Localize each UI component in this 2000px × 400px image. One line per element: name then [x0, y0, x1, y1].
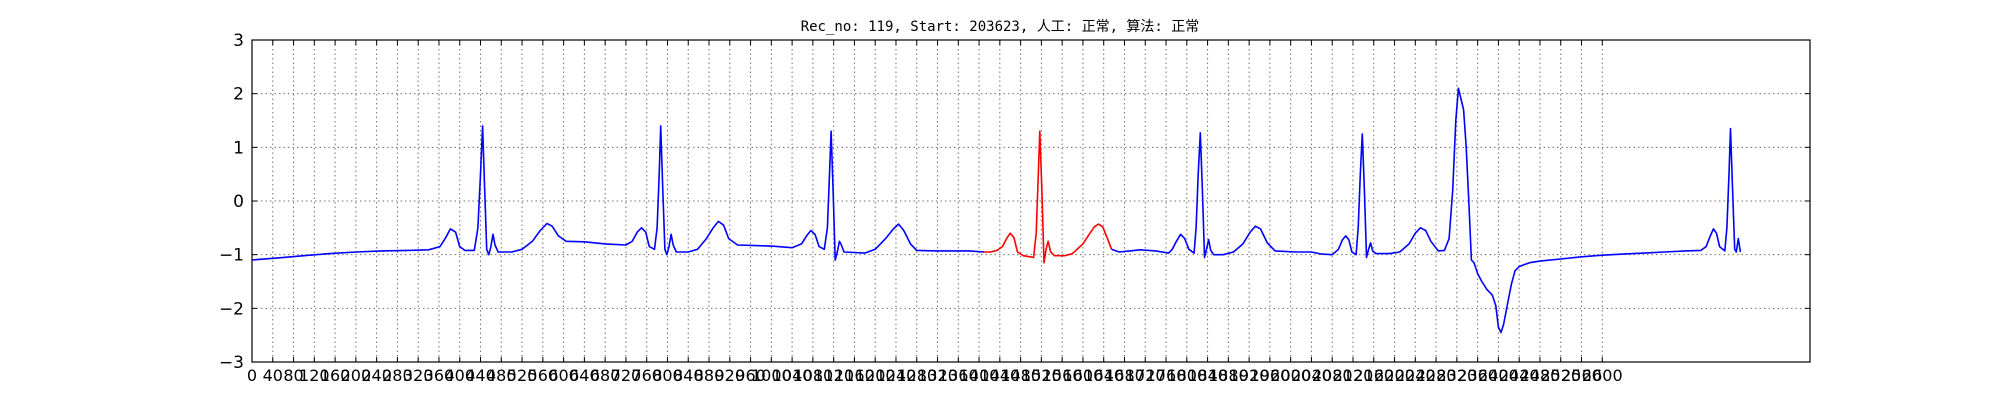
- x-tick-label: 560: [528, 366, 559, 385]
- x-tick-label: 1680: [1104, 366, 1145, 385]
- x-tick-label: 1000: [751, 366, 792, 385]
- x-tick-label: 1880: [1208, 366, 1249, 385]
- x-tick-label: 1360: [938, 366, 979, 385]
- x-tick-label: 280: [382, 366, 413, 385]
- x-tick-label: 2080: [1312, 366, 1353, 385]
- x-tick-label: 2400: [1478, 366, 1519, 385]
- x-tick-label: 640: [569, 366, 600, 385]
- x-tick-label: 1080: [793, 366, 834, 385]
- x-tick-label: 1640: [1083, 366, 1124, 385]
- y-tick-label: 1: [233, 138, 244, 158]
- grid-lines: [252, 40, 1810, 362]
- x-tick-label: 1400: [959, 366, 1000, 385]
- series-line-3: [1111, 87, 1742, 334]
- y-tick-label: 2: [233, 85, 244, 105]
- x-tick-label: 2040: [1291, 366, 1332, 385]
- x-tick-label: 2160: [1353, 366, 1394, 385]
- x-tick-label: 800: [652, 366, 683, 385]
- x-tick-label: 320: [403, 366, 434, 385]
- x-tick-label: 760: [631, 366, 662, 385]
- x-tick-label: 440: [465, 366, 496, 385]
- y-tick-label: 0: [233, 192, 244, 212]
- x-tick-label: 40: [263, 366, 283, 385]
- signal-series: [251, 87, 1742, 334]
- x-tick-label: 1920: [1229, 366, 1270, 385]
- x-tick-label: 2200: [1374, 366, 1415, 385]
- x-tick-label: 400: [444, 366, 475, 385]
- x-tick-label: 360: [424, 366, 455, 385]
- x-tick-label: 680: [590, 366, 621, 385]
- x-tick-label: 1840: [1187, 366, 1228, 385]
- y-tick-label: −1: [219, 246, 244, 266]
- y-tick-label: 3: [233, 31, 244, 51]
- x-tick-label: 840: [673, 366, 704, 385]
- x-tick-label: 520: [507, 366, 538, 385]
- x-tick-label: 200: [341, 366, 372, 385]
- x-tick-label: 920: [715, 366, 746, 385]
- x-tick-label: 2320: [1436, 366, 1477, 385]
- y-axis-ticks: 3 2 1 0 −1 −2 −3: [219, 31, 1810, 373]
- x-tick-label: 960: [735, 366, 766, 385]
- x-tick-label: 1760: [1146, 366, 1187, 385]
- x-tick-label: 1320: [917, 366, 958, 385]
- x-tick-label: 480: [486, 366, 517, 385]
- y-tick-label: −3: [219, 353, 244, 373]
- series-line-1: [251, 125, 985, 261]
- x-tick-label: 2000: [1270, 366, 1311, 385]
- x-tick-label: 1560: [1042, 366, 1083, 385]
- x-tick-label: 120: [299, 366, 330, 385]
- x-tick-label: 2480: [1520, 366, 1561, 385]
- x-tick-label: 2560: [1561, 366, 1602, 385]
- x-tick-label: 0: [247, 366, 257, 385]
- x-tick-label: 2520: [1540, 366, 1581, 385]
- x-tick-label: 600: [548, 366, 579, 385]
- x-tick-label: 1960: [1250, 366, 1291, 385]
- x-tick-label: 1200: [855, 366, 896, 385]
- x-tick-label: 1280: [896, 366, 937, 385]
- x-tick-label: 2240: [1395, 366, 1436, 385]
- x-tick-label: 1040: [772, 366, 813, 385]
- x-tick-label: 720: [611, 366, 642, 385]
- x-axis-ticks: 0 40 8012016020024028032036040044048052056…: [247, 40, 1623, 385]
- x-tick-label: 1480: [1000, 366, 1041, 385]
- plot-frame: [251, 39, 1811, 363]
- series-line-2: [984, 130, 1113, 264]
- chart-title: Rec_no: 119, Start: 203623, 人工: 正常, 算法: …: [801, 19, 1200, 35]
- x-tick-label: 240: [361, 366, 392, 385]
- x-tick-label: 1520: [1021, 366, 1062, 385]
- x-tick-label: 880: [694, 366, 725, 385]
- x-tick-label: 2600: [1582, 366, 1623, 385]
- x-tick-label: 1800: [1166, 366, 1207, 385]
- x-tick-label: 1600: [1063, 366, 1104, 385]
- y-tick-label: −2: [219, 299, 244, 319]
- x-tick-label: 1440: [979, 366, 1020, 385]
- x-tick-label: 2280: [1416, 366, 1457, 385]
- x-tick-label: 2360: [1457, 366, 1498, 385]
- x-tick-label: 2120: [1333, 366, 1374, 385]
- x-tick-label: 1240: [876, 366, 917, 385]
- x-tick-label: 2440: [1499, 366, 1540, 385]
- x-tick-label: 160: [320, 366, 351, 385]
- x-tick-label: 1720: [1125, 366, 1166, 385]
- x-tick-label: 80: [283, 366, 303, 385]
- x-tick-label: 1160: [834, 366, 875, 385]
- x-tick-label: 1120: [813, 366, 854, 385]
